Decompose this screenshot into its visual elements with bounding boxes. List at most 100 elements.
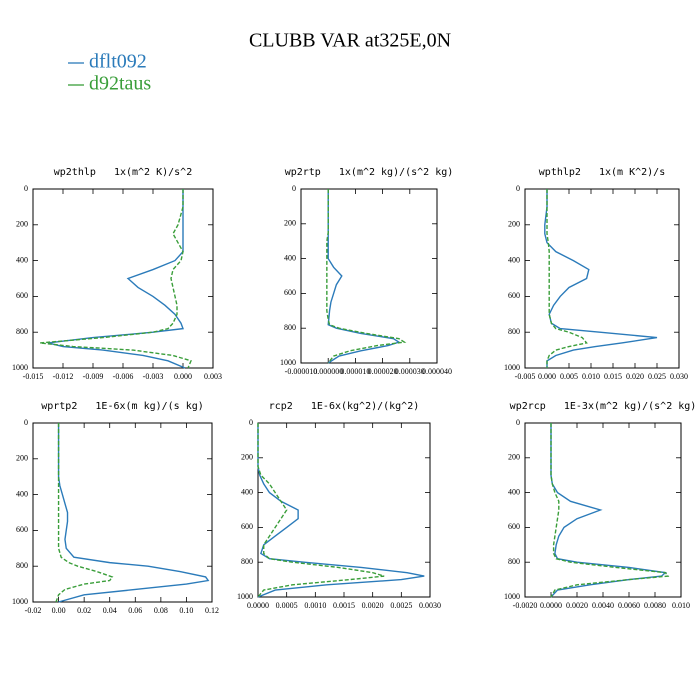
x-tick-label: 0.000 <box>538 372 556 381</box>
x-tick-label: -0.012 <box>53 372 74 381</box>
x-tick-label: -0.02 <box>25 606 42 615</box>
y-tick-label: 400 <box>508 255 520 264</box>
x-tick-label: 0.0030 <box>419 601 441 610</box>
legend-label: dflt092 <box>89 51 147 73</box>
y-tick-label: 200 <box>508 453 520 462</box>
y-tick-label: 0 <box>516 418 520 427</box>
profile-line <box>546 189 588 368</box>
x-tick-label: 0.000040 <box>422 367 452 376</box>
y-tick-label: 400 <box>16 255 28 264</box>
x-tick-label: 0.0020 <box>566 601 588 610</box>
y-tick-label: 600 <box>284 288 296 297</box>
x-tick-label: 0.12 <box>205 606 219 615</box>
x-tick-label: 0.015 <box>604 372 622 381</box>
y-tick-label: 800 <box>508 327 520 336</box>
profile-line <box>544 189 658 368</box>
y-tick-label: 200 <box>284 219 296 228</box>
y-tick-label: 1000 <box>12 363 28 372</box>
x-tick-label: 0.000 <box>174 372 192 381</box>
x-tick-label: 0.000000 <box>313 367 343 376</box>
profile-line <box>326 189 407 364</box>
x-tick-label: 0.0080 <box>644 601 666 610</box>
subplot-title: wp2rtp 1x(m^2 kg)/(s^2 kg) <box>285 167 454 178</box>
x-tick-label: 0.00 <box>52 606 66 615</box>
subplot-title: rcp2 1E-6x(kg^2)/(kg^2) <box>269 401 420 412</box>
y-tick-label: 600 <box>508 291 520 300</box>
y-tick-label: 1000 <box>504 363 520 372</box>
y-tick-label: 400 <box>241 487 253 496</box>
x-tick-label: -0.006 <box>113 372 134 381</box>
plot-frame <box>32 422 213 603</box>
y-tick-label: 600 <box>16 291 28 300</box>
x-tick-label: 0.0000 <box>540 601 562 610</box>
x-tick-label: 0.000030 <box>395 367 425 376</box>
x-tick-label: 0.04 <box>103 606 117 615</box>
subplot-title: wprtp2 1E-6x(m kg)/(s kg) <box>41 401 204 412</box>
x-tick-label: 0.010 <box>672 601 690 610</box>
x-tick-label: 0.0005 <box>276 601 298 610</box>
y-tick-label: 400 <box>16 489 28 498</box>
profile-line <box>550 423 670 598</box>
x-tick-label: 0.0040 <box>592 601 614 610</box>
y-tick-label: 200 <box>16 454 28 463</box>
legend-label: d92taus <box>89 73 151 95</box>
y-tick-label: 200 <box>16 220 28 229</box>
x-tick-label: 0.08 <box>154 606 168 615</box>
x-tick-label: 0.003 <box>204 372 222 381</box>
y-tick-label: 0 <box>24 418 28 427</box>
y-tick-label: 0 <box>516 184 520 193</box>
x-tick-label: 0.030 <box>670 372 688 381</box>
profile-line <box>257 423 385 598</box>
y-tick-label: 800 <box>16 561 28 570</box>
y-tick-label: 800 <box>284 323 296 332</box>
y-tick-label: 0 <box>24 184 28 193</box>
x-tick-label: 0.000010 <box>340 367 370 376</box>
x-tick-label: 0.0000 <box>247 601 269 610</box>
x-tick-label: 0.0060 <box>618 601 640 610</box>
x-tick-label: -0.015 <box>23 372 44 381</box>
x-tick-label: 0.06 <box>128 606 142 615</box>
x-tick-label: 0.10 <box>179 606 193 615</box>
y-tick-label: 0 <box>292 184 296 193</box>
y-tick-label: 400 <box>284 253 296 262</box>
y-tick-label: 1000 <box>504 592 520 601</box>
x-tick-label: -0.009 <box>83 372 104 381</box>
x-tick-label: 0.02 <box>77 606 91 615</box>
x-tick-label: 0.0010 <box>304 601 326 610</box>
y-tick-label: 800 <box>16 327 28 336</box>
x-tick-label: 0.0025 <box>390 601 412 610</box>
y-tick-label: 1000 <box>280 358 296 367</box>
profile-line <box>39 189 192 369</box>
subplot-title: wp2rcp 1E-3x(m^2 kg)/(s^2 kg) <box>510 401 697 412</box>
y-tick-label: 0 <box>249 418 253 427</box>
plot-frame <box>524 188 680 369</box>
y-tick-label: 200 <box>241 453 253 462</box>
profile-line <box>55 423 114 603</box>
x-tick-label: -0.000010 <box>285 367 318 376</box>
x-tick-label: 0.010 <box>582 372 600 381</box>
x-tick-label: 0.005 <box>560 372 578 381</box>
x-tick-label: -0.003 <box>143 372 164 381</box>
x-tick-label: 0.025 <box>648 372 666 381</box>
profile-line <box>257 423 425 598</box>
y-tick-label: 800 <box>508 557 520 566</box>
subplot-title: wp2thlp 1x(m^2 K)/s^2 <box>54 167 192 178</box>
x-tick-label: -0.005 <box>515 372 536 381</box>
y-tick-label: 200 <box>508 220 520 229</box>
profile-line <box>47 189 186 369</box>
y-tick-label: 400 <box>508 487 520 496</box>
y-tick-label: 600 <box>241 522 253 531</box>
subplot-title: wpthlp2 1x(m K^2)/s <box>539 167 665 178</box>
y-tick-label: 600 <box>16 525 28 534</box>
x-tick-label: 0.0015 <box>333 601 355 610</box>
y-tick-label: 800 <box>241 557 253 566</box>
x-tick-label: 0.000020 <box>368 367 398 376</box>
x-tick-label: 0.020 <box>626 372 644 381</box>
x-tick-label: -0.0020 <box>513 601 538 610</box>
y-tick-label: 1000 <box>237 592 253 601</box>
figure-title: CLUBB VAR at325E,0N <box>249 30 451 52</box>
x-tick-label: 0.0020 <box>362 601 384 610</box>
y-tick-label: 600 <box>508 522 520 531</box>
plot-frame <box>300 188 438 364</box>
